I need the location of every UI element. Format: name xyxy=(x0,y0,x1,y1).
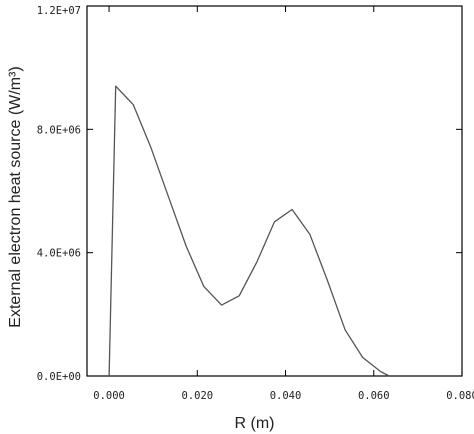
series-line xyxy=(108,85,390,377)
y-tick-label: 8.0E+06 xyxy=(37,124,81,136)
y-axis-title: External electron heat source (W/m³) xyxy=(7,66,24,327)
x-axis-title: R (m) xyxy=(235,415,275,432)
y-tick-label: 1.2E+07 xyxy=(37,5,81,17)
x-tick-label: 0.060 xyxy=(358,390,390,402)
y-tick-label: 0.0E+00 xyxy=(37,371,81,383)
x-tick-label: 0.020 xyxy=(181,390,213,402)
y-tick-label: 4.0E+06 xyxy=(37,248,81,260)
x-tick-label: 0.080 xyxy=(446,390,474,402)
x-tick-label: 0.000 xyxy=(93,390,125,402)
x-axis: 0.000 0.020 0.040 0.060 0.080 xyxy=(93,6,474,402)
y-axis: 0.0E+00 4.0E+06 8.0E+06 1.2E+07 xyxy=(37,5,462,383)
plot-frame xyxy=(86,5,463,377)
x-tick-label: 0.040 xyxy=(270,390,302,402)
